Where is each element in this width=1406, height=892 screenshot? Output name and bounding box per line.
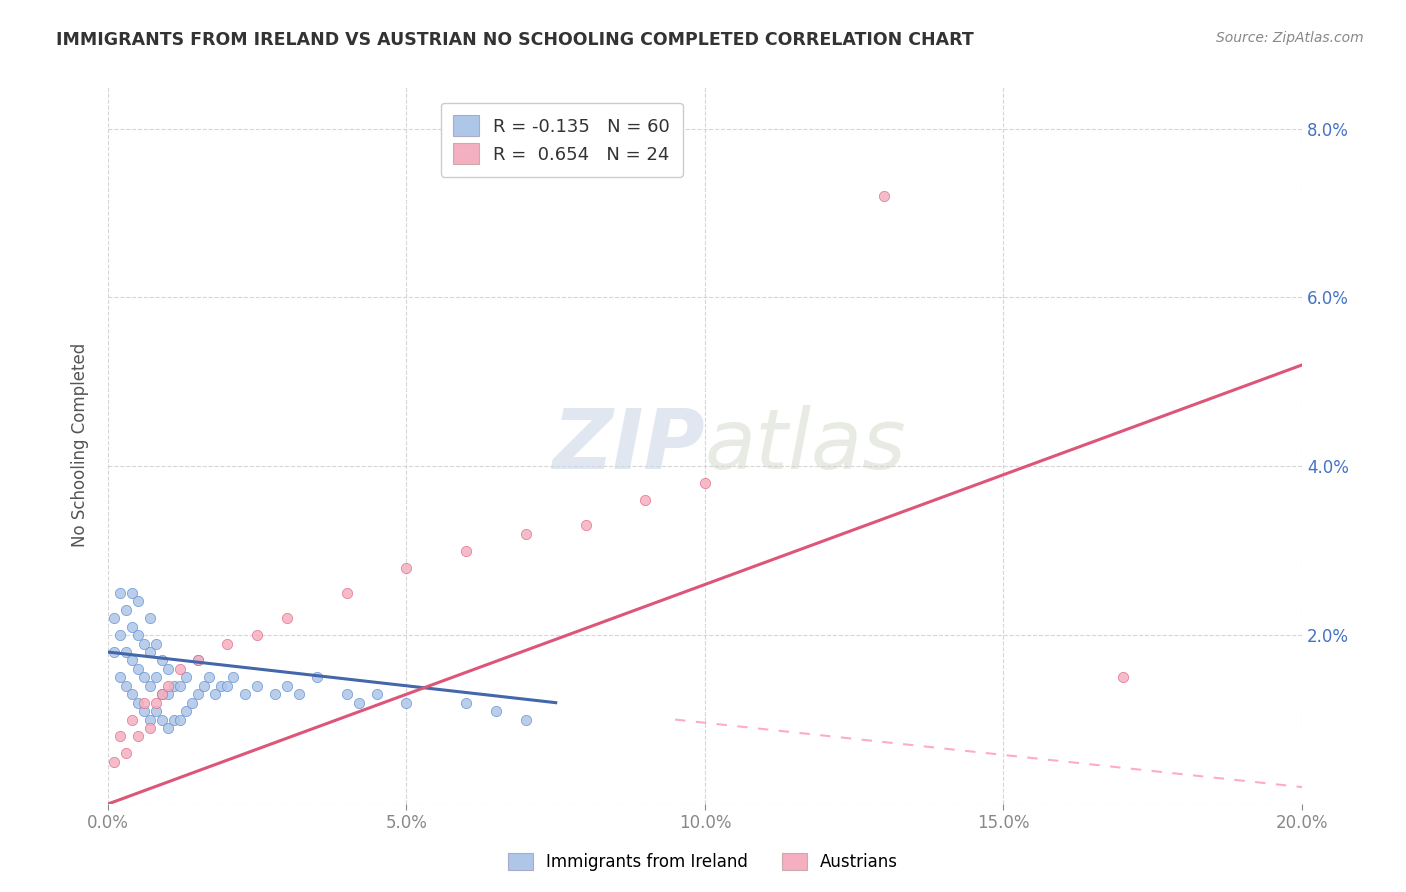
Point bbox=[217, 636, 239, 650]
Point bbox=[156, 687, 179, 701]
Point bbox=[515, 713, 537, 727]
Point bbox=[139, 679, 162, 693]
Point bbox=[198, 670, 221, 684]
Point bbox=[121, 653, 143, 667]
Point bbox=[395, 560, 418, 574]
Point bbox=[127, 594, 149, 608]
Point bbox=[115, 645, 138, 659]
Point bbox=[305, 670, 328, 684]
Point bbox=[156, 721, 179, 735]
Point bbox=[209, 679, 232, 693]
Point bbox=[145, 636, 167, 650]
Point bbox=[127, 730, 149, 744]
Point bbox=[108, 628, 131, 642]
Point bbox=[456, 543, 478, 558]
Point bbox=[139, 721, 162, 735]
Point bbox=[395, 696, 418, 710]
Point bbox=[276, 611, 298, 625]
Point bbox=[693, 476, 716, 491]
Point bbox=[574, 518, 596, 533]
Point bbox=[246, 628, 269, 642]
Point bbox=[139, 611, 162, 625]
Text: ZIP: ZIP bbox=[553, 405, 704, 485]
Point bbox=[115, 747, 138, 761]
Point bbox=[347, 696, 370, 710]
Point bbox=[145, 696, 167, 710]
Point bbox=[204, 687, 226, 701]
Point bbox=[193, 679, 215, 693]
Point bbox=[634, 493, 657, 508]
Point bbox=[169, 679, 191, 693]
Point bbox=[115, 603, 138, 617]
Point bbox=[103, 611, 125, 625]
Point bbox=[156, 679, 179, 693]
Point bbox=[336, 687, 359, 701]
Point bbox=[163, 713, 186, 727]
Point bbox=[156, 662, 179, 676]
Point bbox=[186, 653, 208, 667]
Point bbox=[186, 653, 208, 667]
Point bbox=[139, 645, 162, 659]
Point bbox=[163, 679, 186, 693]
Point bbox=[456, 696, 478, 710]
Legend: Immigrants from Ireland, Austrians: Immigrants from Ireland, Austrians bbox=[499, 845, 907, 880]
Point bbox=[127, 696, 149, 710]
Point bbox=[121, 713, 143, 727]
Point bbox=[366, 687, 388, 701]
Point bbox=[264, 687, 287, 701]
Y-axis label: No Schooling Completed: No Schooling Completed bbox=[72, 343, 89, 548]
Point bbox=[121, 586, 143, 600]
Point bbox=[115, 679, 138, 693]
Point bbox=[246, 679, 269, 693]
Point bbox=[145, 704, 167, 718]
Point bbox=[174, 670, 197, 684]
Point bbox=[174, 704, 197, 718]
Text: Source: ZipAtlas.com: Source: ZipAtlas.com bbox=[1216, 31, 1364, 45]
Point bbox=[108, 586, 131, 600]
Point bbox=[873, 189, 896, 203]
Point bbox=[108, 670, 131, 684]
Point bbox=[121, 620, 143, 634]
Point bbox=[288, 687, 311, 701]
Point bbox=[217, 679, 239, 693]
Point bbox=[186, 687, 208, 701]
Point bbox=[222, 670, 245, 684]
Point bbox=[121, 687, 143, 701]
Text: IMMIGRANTS FROM IRELAND VS AUSTRIAN NO SCHOOLING COMPLETED CORRELATION CHART: IMMIGRANTS FROM IRELAND VS AUSTRIAN NO S… bbox=[56, 31, 974, 49]
Point bbox=[145, 670, 167, 684]
Point bbox=[169, 713, 191, 727]
Point bbox=[127, 628, 149, 642]
Point bbox=[276, 679, 298, 693]
Point bbox=[485, 704, 508, 718]
Point bbox=[127, 662, 149, 676]
Point bbox=[132, 636, 155, 650]
Point bbox=[150, 687, 173, 701]
Point bbox=[1112, 670, 1135, 684]
Point bbox=[132, 696, 155, 710]
Point bbox=[150, 653, 173, 667]
Point bbox=[180, 696, 202, 710]
Point bbox=[169, 662, 191, 676]
Point bbox=[150, 713, 173, 727]
Point bbox=[132, 670, 155, 684]
Point bbox=[103, 755, 125, 769]
Point bbox=[139, 713, 162, 727]
Point bbox=[150, 687, 173, 701]
Legend: R = -0.135   N = 60, R =  0.654   N = 24: R = -0.135 N = 60, R = 0.654 N = 24 bbox=[441, 103, 682, 177]
Point bbox=[233, 687, 256, 701]
Point bbox=[515, 526, 537, 541]
Point bbox=[132, 704, 155, 718]
Point bbox=[108, 730, 131, 744]
Point bbox=[103, 645, 125, 659]
Text: atlas: atlas bbox=[704, 405, 907, 485]
Point bbox=[336, 586, 359, 600]
